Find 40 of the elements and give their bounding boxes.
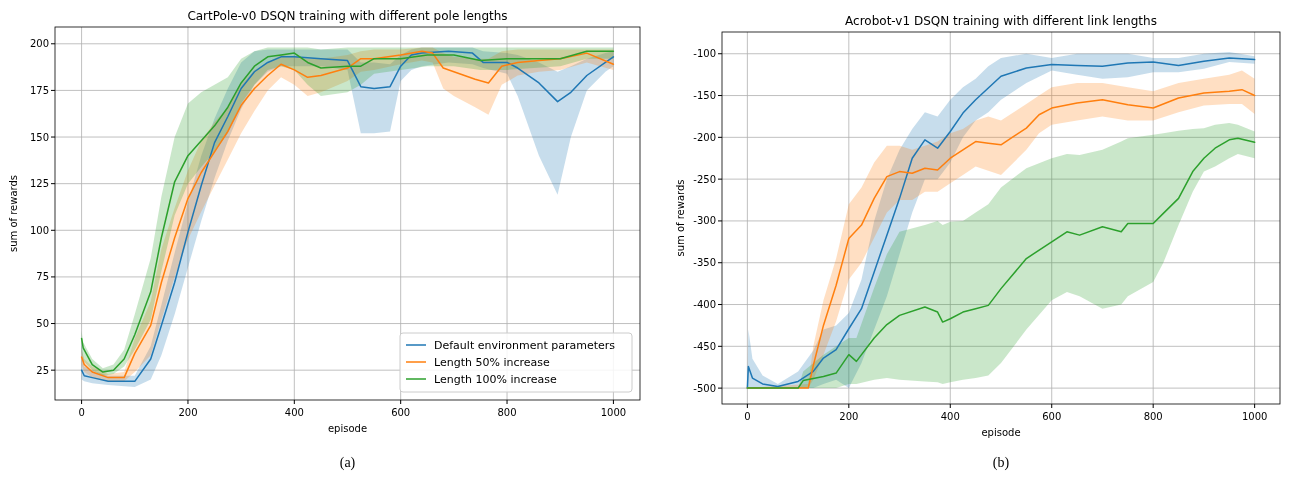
y-tick-label: -250 [693, 173, 716, 185]
x-tick-label: 600 [1042, 411, 1062, 422]
y-tick-label: 75 [36, 271, 49, 283]
legend-label: Default environment parameters [434, 339, 616, 352]
y-tick-label: 200 [29, 38, 49, 50]
x-tick-label: 0 [78, 407, 85, 418]
y-tick-label: -200 [693, 131, 716, 143]
y-tick-label: 100 [29, 224, 49, 236]
x-tick-label: 1000 [1241, 411, 1268, 422]
y-axis-title: sum of rewards [8, 174, 19, 253]
text: (a) [339, 455, 356, 471]
x-tick-label: 1000 [600, 407, 627, 418]
x-tick-label: 800 [1143, 411, 1163, 422]
x-axis-title: episode [981, 427, 1021, 438]
x-tick-label: 400 [284, 407, 304, 418]
x-tick-label: 400 [940, 411, 960, 422]
legend-label: Length 50% increase [434, 356, 550, 369]
text: (b) [992, 455, 1010, 471]
x-tick-label: 200 [839, 411, 859, 422]
chart-title: Acrobot-v1 DSQN training with different link lengths [845, 14, 1157, 28]
y-tick-label: -400 [693, 299, 716, 311]
y-tick-label: -300 [693, 215, 716, 227]
y-tick-label: 125 [29, 178, 49, 190]
x-tick-label: 0 [744, 411, 751, 422]
chart-title: CartPole-v0 DSQN training with different pole lengths [187, 9, 508, 23]
y-tick-label: -150 [693, 90, 716, 102]
x-tick-label: 600 [391, 407, 411, 418]
y-tick-label: 25 [36, 364, 49, 376]
x-axis-title: episode [327, 423, 368, 434]
x-tick-label: 200 [178, 407, 198, 418]
y-tick-label: -500 [693, 382, 716, 394]
y-tick-label: 50 [36, 318, 49, 330]
y-tick-label: -450 [693, 340, 716, 352]
y-tick-label: 175 [29, 84, 49, 96]
y-tick-label: -100 [693, 48, 716, 60]
y-tick-label: -350 [693, 257, 716, 269]
y-axis-title: sum of rewards [675, 179, 686, 257]
legend-label: Length 100% increase [434, 373, 557, 386]
y-tick-label: 150 [29, 131, 49, 143]
x-tick-label: 800 [497, 407, 517, 418]
